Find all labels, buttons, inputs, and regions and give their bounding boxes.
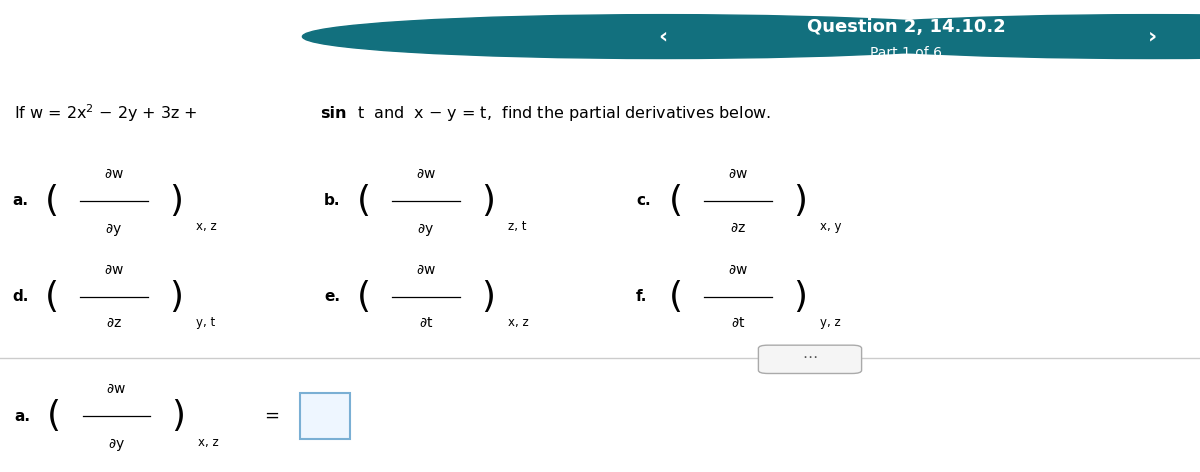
Text: (: ( <box>668 279 683 313</box>
Text: Part 1 of 6: Part 1 of 6 <box>870 46 942 59</box>
Text: x, y: x, y <box>820 220 841 233</box>
Text: t  and  x $-$ y = t,  find the partial derivatives below.: t and x $-$ y = t, find the partial deri… <box>352 103 770 123</box>
Text: $\partial$w: $\partial$w <box>107 382 126 396</box>
Text: $\partial$w: $\partial$w <box>416 167 436 181</box>
Text: ): ) <box>172 399 186 433</box>
Text: sin: sin <box>320 106 347 120</box>
Text: (: ( <box>47 399 61 433</box>
Text: y, z: y, z <box>820 316 840 329</box>
Text: $\partial$y: $\partial$y <box>418 221 434 238</box>
Circle shape <box>792 15 1200 59</box>
Text: a.: a. <box>12 194 28 208</box>
Text: $\partial$z: $\partial$z <box>106 316 122 330</box>
Text: $\partial$w: $\partial$w <box>728 262 748 277</box>
Text: ⋯: ⋯ <box>803 350 817 365</box>
Text: $\partial$y: $\partial$y <box>108 436 125 453</box>
Text: ): ) <box>481 184 496 218</box>
Text: If w = 2x$\mathregular{^2}$ $-$ 2y + 3z +: If w = 2x$\mathregular{^2}$ $-$ 2y + 3z … <box>14 102 199 124</box>
Text: ›: › <box>1147 26 1157 47</box>
Text: $\partial$z: $\partial$z <box>730 221 746 235</box>
Text: y, t: y, t <box>196 316 215 329</box>
Text: (: ( <box>44 279 59 313</box>
Text: HW 14.10: HW 14.10 <box>139 26 253 47</box>
Text: $\partial$y: $\partial$y <box>106 221 122 238</box>
Text: $\partial$t: $\partial$t <box>731 316 745 330</box>
Text: ): ) <box>481 279 496 313</box>
Text: $\partial$w: $\partial$w <box>416 262 436 277</box>
Text: ): ) <box>793 184 808 218</box>
Text: c.: c. <box>636 194 650 208</box>
Text: $\partial$w: $\partial$w <box>104 262 124 277</box>
Text: ): ) <box>169 279 184 313</box>
Circle shape <box>302 15 1022 59</box>
Text: (: ( <box>356 184 371 218</box>
Text: x, z: x, z <box>196 220 216 233</box>
Text: $\partial$t: $\partial$t <box>419 316 433 330</box>
Text: Question 2, 14.10.2: Question 2, 14.10.2 <box>806 18 1006 36</box>
Text: f.: f. <box>636 289 647 304</box>
Text: (: ( <box>44 184 59 218</box>
Text: x, z: x, z <box>198 436 218 448</box>
Text: e.: e. <box>324 289 340 304</box>
Text: ): ) <box>169 184 184 218</box>
Text: (: ( <box>356 279 371 313</box>
Text: z, t: z, t <box>508 220 526 233</box>
Text: b.: b. <box>324 194 341 208</box>
Text: d.: d. <box>12 289 29 304</box>
Text: (: ( <box>668 184 683 218</box>
Text: ): ) <box>793 279 808 313</box>
Text: a.: a. <box>14 409 30 424</box>
Text: Homework:: Homework: <box>58 26 190 47</box>
Text: x, z: x, z <box>508 316 528 329</box>
Text: ‹: ‹ <box>658 26 667 47</box>
Text: =: = <box>264 407 278 425</box>
Text: $\partial$w: $\partial$w <box>104 167 124 181</box>
FancyBboxPatch shape <box>300 393 350 439</box>
FancyBboxPatch shape <box>758 345 862 373</box>
Text: $\partial$w: $\partial$w <box>728 167 748 181</box>
